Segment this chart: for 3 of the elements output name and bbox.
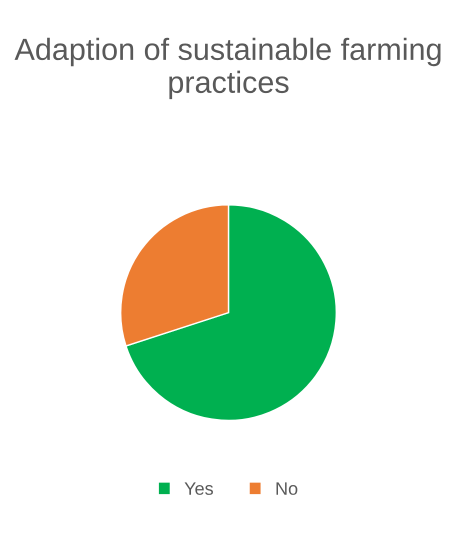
legend-label: No [276, 482, 298, 495]
chart-title: Adaption of sustainable farming practices [14, 38, 441, 100]
legend-label: Yes [184, 482, 213, 495]
